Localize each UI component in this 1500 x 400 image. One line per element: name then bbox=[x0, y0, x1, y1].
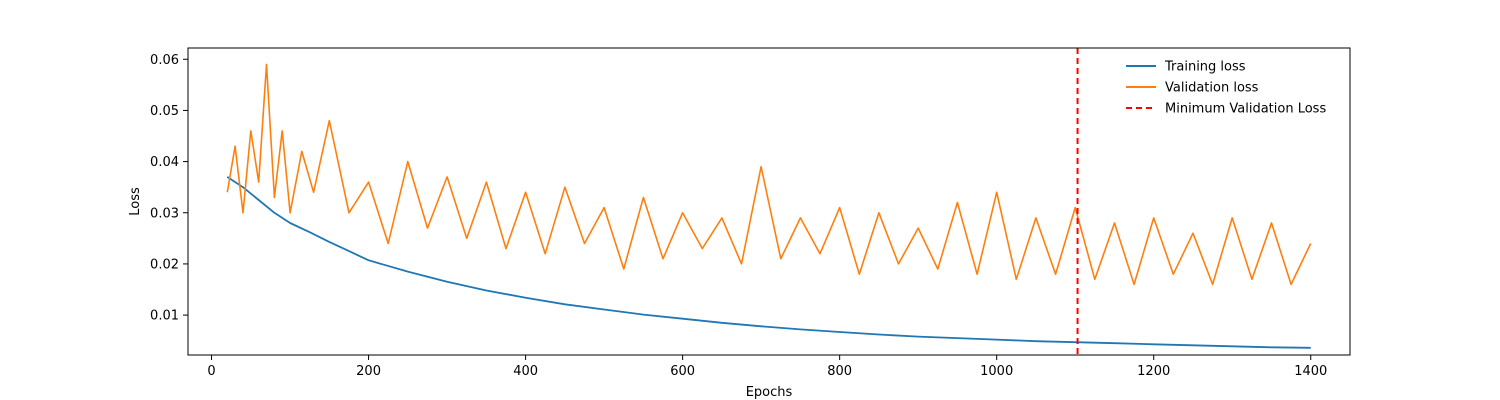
legend-item-validation: Validation loss bbox=[1126, 81, 1259, 96]
x-tick-label: 400 bbox=[513, 364, 538, 379]
x-tick-label: 600 bbox=[670, 364, 695, 379]
x-tick-label: 800 bbox=[827, 364, 852, 379]
x-tick-label: 0 bbox=[207, 364, 215, 379]
y-tick-label: 0.04 bbox=[150, 155, 179, 170]
y-tick-label: 0.05 bbox=[150, 104, 179, 119]
y-axis-label: Loss bbox=[128, 187, 143, 216]
y-axis-ticks: 0.01 0.02 0.03 0.04 0.05 0.06 bbox=[150, 53, 188, 324]
x-tick-label: 1400 bbox=[1294, 364, 1327, 379]
legend-item-min-validation: Minimum Validation Loss bbox=[1126, 102, 1326, 117]
y-tick-label: 0.02 bbox=[150, 257, 179, 272]
y-tick-label: 0.06 bbox=[150, 53, 179, 68]
x-tick-label: 200 bbox=[356, 364, 381, 379]
legend: Training loss Validation loss Minimum Va… bbox=[1126, 60, 1326, 117]
legend-item-training: Training loss bbox=[1126, 60, 1246, 75]
training-loss-line bbox=[226, 176, 1311, 349]
validation-loss-line bbox=[226, 63, 1312, 286]
x-tick-label: 1000 bbox=[980, 364, 1013, 379]
x-axis-label: Epochs bbox=[746, 385, 793, 400]
y-tick-label: 0.03 bbox=[150, 206, 179, 221]
plot-area bbox=[226, 48, 1312, 355]
legend-label-validation: Validation loss bbox=[1165, 81, 1259, 96]
x-axis-ticks: 0 200 400 600 800 1000 1200 1400 bbox=[207, 355, 1327, 379]
legend-label-min-validation: Minimum Validation Loss bbox=[1165, 102, 1326, 117]
legend-label-training: Training loss bbox=[1164, 60, 1246, 75]
y-tick-label: 0.01 bbox=[150, 309, 179, 324]
x-tick-label: 1200 bbox=[1137, 364, 1170, 379]
plot-frame bbox=[187, 47, 1351, 356]
